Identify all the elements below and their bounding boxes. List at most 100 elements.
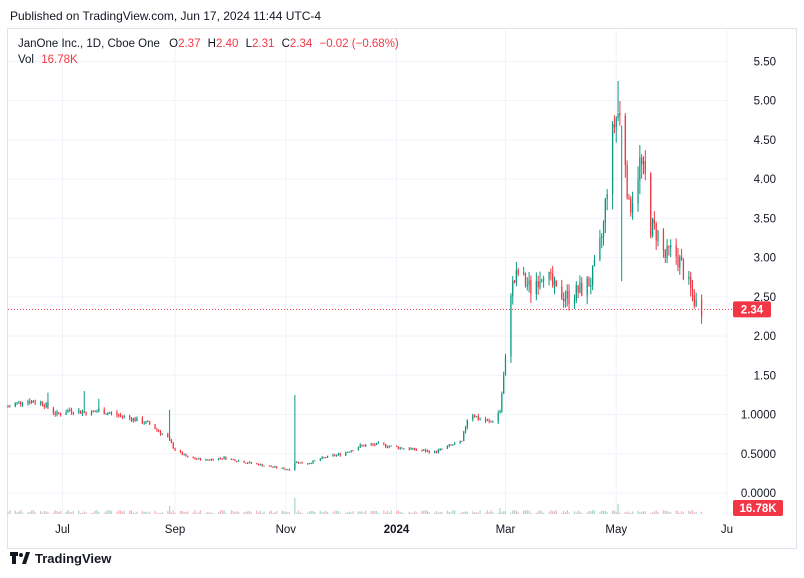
volume-bar [537,511,539,514]
volume-bar [568,512,570,514]
volume-bar [230,510,232,514]
volume-bar [352,511,354,514]
volume-bar [109,510,111,514]
volume-bar [604,510,606,514]
candle-body [575,285,577,300]
volume-bar [414,511,416,514]
candle-body [700,299,703,317]
candle-body [136,417,138,422]
volume-bar [335,510,338,514]
candle-body [301,462,303,464]
candle-body [454,443,456,445]
volume-bar [562,510,565,514]
volume-bar [641,511,643,514]
candle-body [45,402,47,408]
volume-bar [65,511,67,514]
volume-bar [16,512,18,514]
volume-bar [459,512,461,514]
candle-body [297,461,300,464]
candle-body [693,294,695,307]
volume-bars [7,498,703,514]
volume-bar [247,511,249,514]
candle-body [631,203,634,213]
footer-brand-text: TradingView [35,551,112,566]
candle-body [121,415,124,417]
volume-bar [383,510,385,514]
volume-bar [499,508,501,514]
candle-body [325,457,327,459]
volume-bar [272,512,274,514]
volume-bar [452,510,454,514]
volume-bar [308,511,311,514]
candle-body [208,459,211,461]
candle-body [461,440,463,442]
volume-bar [513,510,516,514]
volume-bar [644,511,646,514]
volume-bar [248,510,251,514]
candle-body [628,197,630,199]
legend-c-label: C [281,38,290,50]
candle-body [154,424,156,429]
candle-body [237,460,240,462]
volume-bar [388,512,390,514]
candle-body [386,446,389,448]
volume-bar [651,512,654,514]
volume-bar [448,511,450,514]
candle-body [92,410,94,412]
volume-bar [690,511,692,514]
candle-body [232,458,234,460]
volume-bar [207,512,209,514]
candle-body [274,466,276,468]
volume-bar [370,511,372,514]
volume-bar [219,510,222,514]
volume-bar [637,510,639,514]
candle-body [210,459,212,461]
volume-bar [21,512,24,514]
candle-body [219,458,222,460]
candle-body [592,266,594,286]
volume-bar [426,510,429,514]
volume-bar [337,511,340,514]
candle-body [167,433,169,438]
volume-bar [310,510,312,514]
candle-body [423,449,425,451]
footer-brand[interactable]: TradingView [10,551,111,566]
candle-body [52,407,55,413]
candle-body [477,416,479,420]
candle-body [566,290,568,299]
candle-body [374,444,376,446]
candle-body [439,448,441,450]
volume-bar [599,512,601,514]
candle-body [335,454,338,456]
volume-bar [161,512,163,514]
volume-bar [346,512,349,514]
volume-bar [664,510,666,514]
volume-bar [268,511,271,514]
volume-bar [78,510,80,514]
volume-bar [121,511,124,514]
legend-high: 2.40 [215,38,239,50]
legend-vol-value: 16.78K [41,54,78,66]
volume-bar [666,510,668,514]
volume-bar [662,510,665,514]
volume-bar [539,510,541,514]
volume-bar [415,512,418,514]
volume-bar [655,510,657,514]
x-tick-label: Ju [721,524,733,536]
candle-body [586,278,588,296]
candle-body [69,410,71,412]
volume-bar [345,512,347,514]
volume-bar [174,512,176,514]
candle-body [363,445,365,447]
candle-body [221,458,223,460]
volume-bar [691,510,694,514]
volume-bar [123,510,125,514]
candle-body [96,411,98,413]
candle-body [523,272,525,275]
volume-bar [94,510,96,514]
volume-bar [515,510,518,514]
volume-bar [670,512,672,514]
candle-body [105,413,107,415]
candle-body [247,462,249,464]
